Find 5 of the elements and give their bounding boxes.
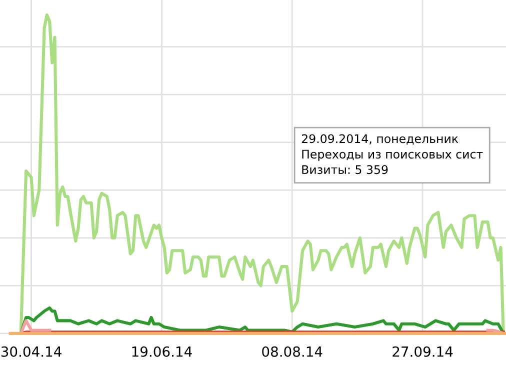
x-tick-label: 27.09.14 (392, 346, 453, 357)
x-tick-label: 08.08.14 (262, 346, 322, 357)
x-tick-label: 30.04.14 (1, 346, 62, 357)
annotation: 29.09.2014, понедельник Переходы из поисковых сист Визиты: 5 359 (302, 134, 483, 174)
x-tick-label: 19.06.14 (132, 346, 192, 357)
